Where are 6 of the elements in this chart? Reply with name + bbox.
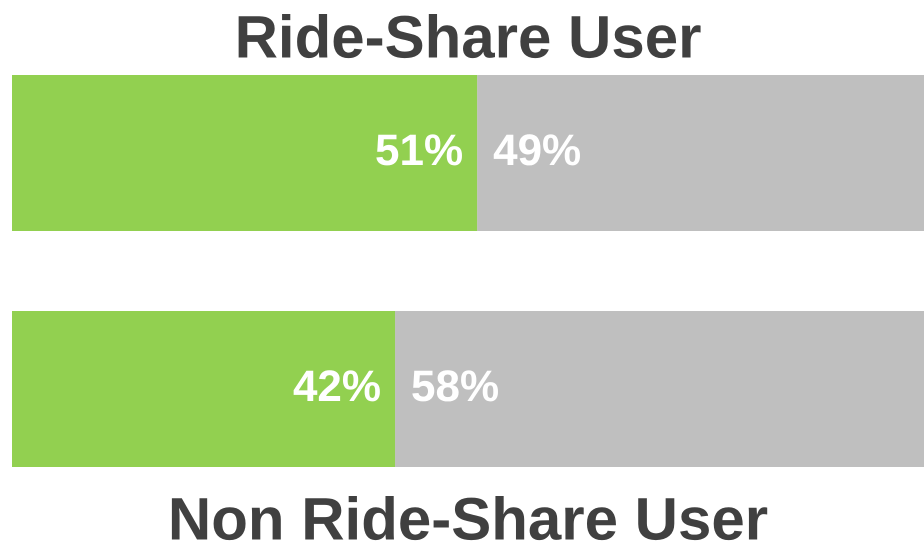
y-tick-label: Ride-Share User (234, 4, 702, 71)
data-label: 42% (292, 362, 382, 412)
data-label: 58% (411, 362, 500, 412)
y-tick-label: Non Ride-Share User (168, 486, 768, 553)
data-label: 51% (375, 126, 464, 176)
data-label: 49% (493, 126, 582, 176)
